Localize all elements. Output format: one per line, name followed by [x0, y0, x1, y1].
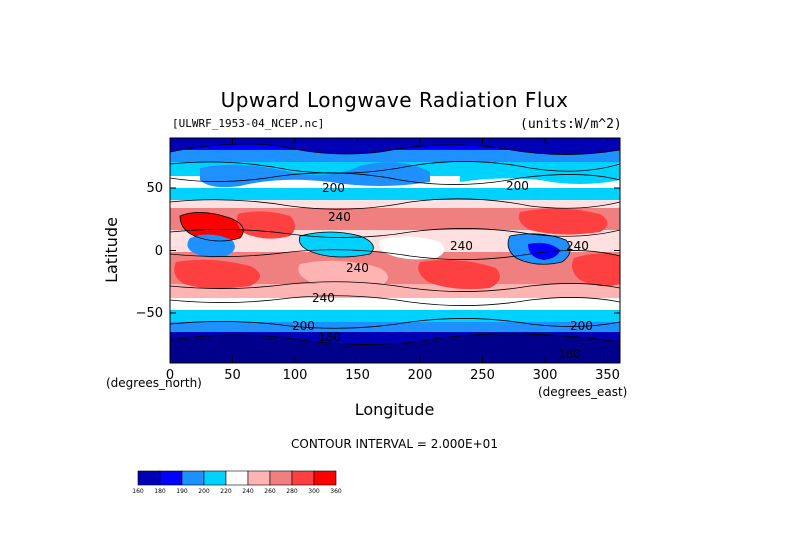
contour-lines	[170, 143, 620, 345]
contour-field	[170, 138, 620, 363]
colorbar-level-label: 220	[220, 488, 232, 495]
contour-label: 200	[292, 319, 315, 333]
x-ticks	[169, 138, 608, 363]
north-blue-patch	[200, 162, 430, 188]
colorbar-swatch	[225, 470, 249, 486]
colorbar-swatch	[159, 470, 183, 486]
colorbar-level-label: 300	[308, 488, 320, 495]
x-tick-label: 50	[224, 368, 241, 383]
colorbar-swatch	[181, 470, 205, 486]
saharan-red	[180, 212, 244, 241]
x-tick-label: 150	[345, 368, 370, 383]
colorbar-level-label: 200	[198, 488, 210, 495]
map-title: Upward Longwave Radiation Flux	[220, 88, 569, 112]
colorbar-level-label: 160	[132, 488, 144, 495]
colorbar-swatch	[269, 470, 293, 486]
y-tick-label: 50	[146, 181, 163, 196]
contour-label: 240	[450, 239, 473, 253]
x-tick-label: 350	[595, 368, 620, 383]
x-tick-label: 200	[408, 368, 433, 383]
band-north-cyan	[170, 188, 620, 202]
contour-label: 200	[570, 319, 593, 333]
colorbar-swatch	[137, 470, 161, 486]
x-tick-label: 100	[283, 368, 308, 383]
contour-label-group: 200 200 240 240 240 240 200 180 200 180 …	[292, 179, 593, 361]
amazon-core	[528, 242, 560, 260]
x-tick-label: 250	[470, 368, 495, 383]
colorbar-level-label: 240	[242, 488, 254, 495]
colorbar: 160 180 190 200 220 240 260 280 300 360	[132, 470, 342, 495]
contour-label: 180	[558, 347, 581, 361]
antarctic-core	[170, 333, 620, 363]
band-subarctic	[170, 150, 620, 164]
colorbar-swatch	[313, 470, 337, 486]
colorbar-level-label: 190	[176, 488, 188, 495]
band-south-pink	[170, 284, 620, 300]
x-axis-label: Longitude	[354, 400, 435, 419]
y-axis-units: (degrees_north)	[106, 376, 202, 390]
pacific-red-north	[518, 208, 608, 235]
units-label: (units:W/m^2)	[520, 117, 622, 132]
arabian-red	[237, 211, 295, 239]
south-africa-red	[174, 259, 260, 289]
y-tick-label: 0	[155, 244, 163, 259]
north-cyan-patch	[460, 162, 620, 184]
contour-label: 200	[506, 179, 529, 193]
arctic-dark	[170, 138, 620, 155]
indonesia-cyan	[299, 232, 374, 257]
colorbar-level-label: 280	[286, 488, 298, 495]
colorbar-swatch	[247, 470, 271, 486]
contour-interval: CONTOUR INTERVAL = 2.000E+01	[291, 437, 498, 451]
contour-label: 180	[318, 330, 341, 344]
x-tick-labels: 0 50 100 150 200 250 300 350	[166, 368, 620, 383]
contour-label: 240	[566, 239, 589, 253]
x-tick-label: 300	[533, 368, 558, 383]
y-tick-labels: 50 0 −50	[136, 181, 163, 321]
colorbar-swatch	[291, 470, 315, 486]
south-indian-pink	[298, 260, 388, 288]
contour-label: 240	[328, 210, 351, 224]
atlantic-red	[572, 253, 620, 287]
y-ticks	[170, 187, 620, 314]
x-axis-units: (degrees_east)	[538, 385, 628, 399]
south-pacific-red	[418, 260, 500, 290]
file-label: [ULWRF_1953-04_NCEP.nc]	[172, 117, 325, 130]
colorbar-swatch	[203, 470, 227, 486]
contour-label: 200	[322, 181, 345, 195]
contour-label: 240	[346, 261, 369, 275]
band-south-white	[170, 298, 620, 312]
contour-label: 240	[312, 291, 335, 305]
y-tick-label: −50	[136, 306, 163, 321]
colorbar-level-label: 260	[264, 488, 276, 495]
x-tick-label: 0	[166, 368, 174, 383]
colorbar-level-label: 180	[154, 488, 166, 495]
africa-blue	[187, 234, 235, 258]
colorbar-level-label: 360	[330, 488, 342, 495]
